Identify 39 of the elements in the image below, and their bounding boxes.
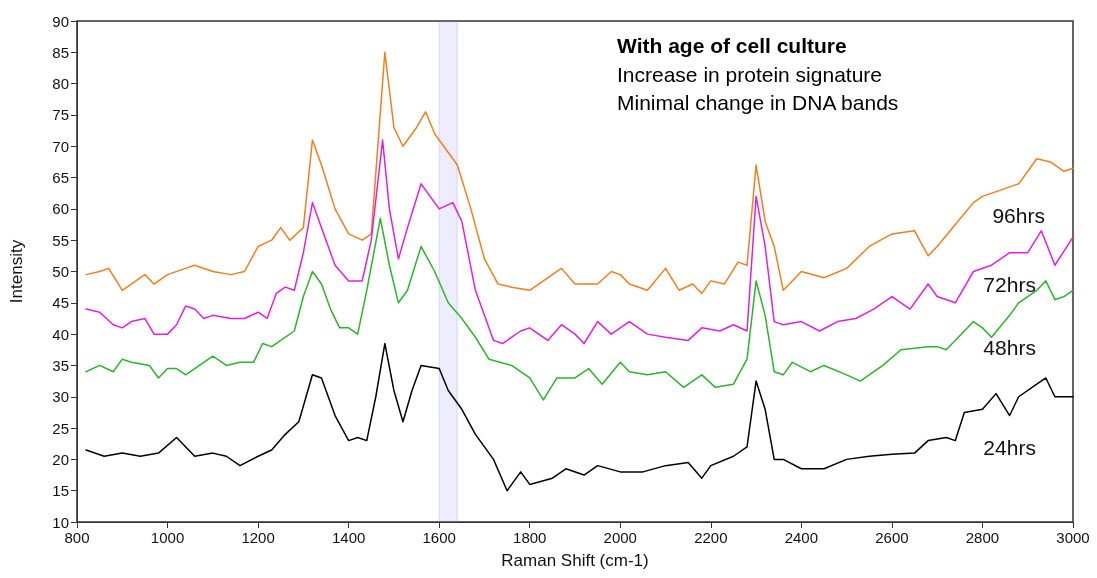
y-tick-label: 15 bbox=[52, 482, 69, 500]
x-axis-title: Raman Shift (cm-1) bbox=[501, 551, 649, 570]
x-tick-label: 2200 bbox=[694, 529, 728, 546]
x-tick-label: 1200 bbox=[241, 529, 275, 546]
y-tick-label: 25 bbox=[52, 419, 69, 437]
y-tick-label: 80 bbox=[52, 75, 69, 93]
y-tick-label: 35 bbox=[52, 356, 69, 374]
y-tick-label: 20 bbox=[52, 450, 69, 468]
x-tick-label: 1800 bbox=[513, 529, 547, 546]
x-tick-label: 1600 bbox=[422, 529, 456, 546]
y-tick-label: 85 bbox=[52, 43, 69, 61]
y-tick-label: 65 bbox=[52, 169, 69, 187]
series-label: 48hrs bbox=[983, 335, 1036, 359]
series-label: 96hrs bbox=[992, 204, 1045, 228]
x-tick-label: 2600 bbox=[875, 529, 909, 546]
x-tick-label: 2400 bbox=[784, 529, 819, 546]
x-tick-label: 1400 bbox=[331, 529, 366, 546]
y-tick-label: 50 bbox=[52, 263, 69, 280]
x-tick-label: 1000 bbox=[150, 529, 185, 546]
y-tick-label: 70 bbox=[52, 137, 69, 155]
y-tick-label: 30 bbox=[52, 388, 69, 406]
y-axis-title: Intensity bbox=[7, 239, 26, 304]
annotation: Minimal change in DNA bands bbox=[617, 90, 899, 114]
y-tick-label: 45 bbox=[52, 294, 69, 312]
series-label: 72hrs bbox=[983, 273, 1036, 297]
y-tick-label: 90 bbox=[52, 12, 69, 30]
annotation: Increase in protein signature bbox=[617, 62, 882, 86]
x-tick-label: 2000 bbox=[603, 529, 637, 546]
y-tick-label: 75 bbox=[52, 106, 69, 124]
y-tick-label: 60 bbox=[52, 200, 69, 218]
text: With age of cell culture bbox=[617, 34, 847, 57]
y-tick-label: 40 bbox=[52, 325, 69, 343]
y-tick-label: 55 bbox=[52, 231, 69, 249]
x-tick-label: 800 bbox=[64, 529, 90, 546]
line-series bbox=[85, 342, 1074, 492]
x-tick-label: 2800 bbox=[965, 529, 1000, 546]
y-tick-label: 10 bbox=[52, 513, 69, 531]
x-tick-label: 3000 bbox=[1056, 529, 1090, 546]
series-label: 24hrs bbox=[983, 436, 1036, 460]
